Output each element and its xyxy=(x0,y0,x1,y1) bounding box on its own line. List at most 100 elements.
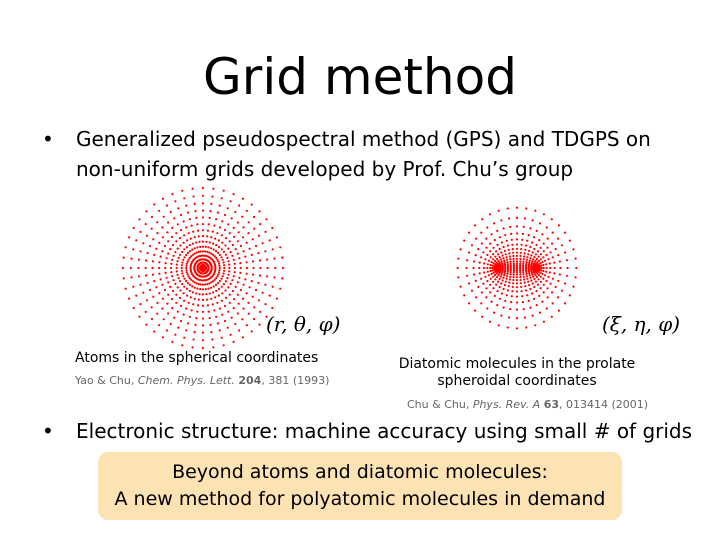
grid-point xyxy=(509,273,512,276)
grid-point xyxy=(527,253,530,256)
grid-point xyxy=(239,262,242,265)
grid-point xyxy=(195,292,198,295)
grid-point xyxy=(522,225,525,228)
grid-point xyxy=(158,292,161,295)
grid-point xyxy=(169,285,172,288)
grid-point xyxy=(179,253,182,256)
grid-point xyxy=(274,266,277,270)
grid-point xyxy=(171,193,174,196)
grid-point xyxy=(207,287,210,290)
grid-point xyxy=(207,246,210,249)
grid-point xyxy=(232,340,235,343)
grid-point xyxy=(493,239,496,242)
grid-point xyxy=(477,248,480,251)
grid-point xyxy=(151,273,154,276)
grid-point xyxy=(182,258,185,261)
grid-point xyxy=(558,273,562,276)
grid-point xyxy=(166,231,169,234)
grid-point xyxy=(525,270,528,273)
grid-point xyxy=(526,277,529,280)
grid-point xyxy=(197,283,200,286)
grid-point xyxy=(271,226,274,230)
grid-point xyxy=(486,266,489,270)
grid-point xyxy=(563,251,567,254)
grid-point xyxy=(185,264,188,267)
grid-point xyxy=(193,252,196,255)
grid-point xyxy=(176,310,179,313)
grid-point xyxy=(200,254,203,257)
box-line: A new method for polyatomic molecules in… xyxy=(114,488,606,510)
grid-point xyxy=(474,309,477,312)
grid-point xyxy=(515,225,519,228)
grid-point xyxy=(273,276,276,279)
grid-point xyxy=(215,218,218,221)
grid-point xyxy=(550,315,553,318)
grid-point xyxy=(492,262,495,265)
grid-point xyxy=(179,228,183,232)
grid-point xyxy=(223,213,227,217)
grid-point xyxy=(539,287,542,290)
grid-point xyxy=(179,213,183,217)
grid-point xyxy=(463,294,466,297)
grid-point xyxy=(211,230,214,233)
grid-point xyxy=(165,257,168,260)
grid-point xyxy=(489,283,492,286)
grid-point xyxy=(188,218,191,221)
grid-point xyxy=(205,240,208,243)
grid-point xyxy=(528,272,531,275)
coordinate-label: (ξ, η, φ) xyxy=(602,312,681,336)
grid-point xyxy=(146,252,149,255)
grid-point xyxy=(492,275,495,278)
grid-point xyxy=(490,272,493,275)
grid-point xyxy=(247,301,250,304)
grid-point xyxy=(515,269,519,272)
grid-point xyxy=(241,215,244,218)
grid-point xyxy=(504,268,507,272)
grid-point xyxy=(158,266,161,270)
grid-point xyxy=(145,274,148,277)
grid-point xyxy=(193,297,196,300)
grid-point xyxy=(250,253,253,256)
grid-point xyxy=(151,266,154,270)
grid-point xyxy=(215,315,218,318)
grid-point xyxy=(515,282,519,285)
grid-point xyxy=(182,275,185,278)
grid-point xyxy=(196,246,199,249)
grid-point xyxy=(226,207,229,210)
grid-point xyxy=(523,278,526,281)
grid-point xyxy=(138,315,141,318)
grid-point xyxy=(211,338,214,341)
grid-point xyxy=(245,324,248,327)
grid-point xyxy=(497,324,500,327)
grid-point xyxy=(499,275,502,278)
grid-point xyxy=(158,261,161,264)
grid-point xyxy=(204,245,207,248)
grid-point xyxy=(220,277,223,280)
grid-point xyxy=(547,275,550,278)
box-line: Beyond atoms and diatomic molecules: xyxy=(172,461,548,483)
grid-point xyxy=(190,309,193,312)
grid-point xyxy=(218,253,221,257)
grid-point xyxy=(176,273,179,276)
grid-point xyxy=(493,294,496,297)
grid-point xyxy=(466,274,469,277)
grid-point xyxy=(250,203,253,206)
grid-point xyxy=(544,259,547,262)
grid-point xyxy=(252,260,255,263)
grid-point xyxy=(505,277,508,280)
grid-point xyxy=(158,241,161,244)
grid-point xyxy=(519,269,522,272)
grid-point xyxy=(473,260,476,263)
grid-point xyxy=(539,280,543,283)
grid-point xyxy=(522,264,525,267)
grid-point xyxy=(486,263,489,266)
grid-point xyxy=(266,275,269,278)
grid-point xyxy=(509,264,512,267)
grid-point xyxy=(551,231,554,234)
grid-point xyxy=(515,295,519,298)
grid-point xyxy=(493,311,496,314)
grid-point xyxy=(132,306,135,310)
grid-point xyxy=(539,253,543,256)
grid-point xyxy=(572,285,575,288)
grid-point xyxy=(201,254,205,257)
